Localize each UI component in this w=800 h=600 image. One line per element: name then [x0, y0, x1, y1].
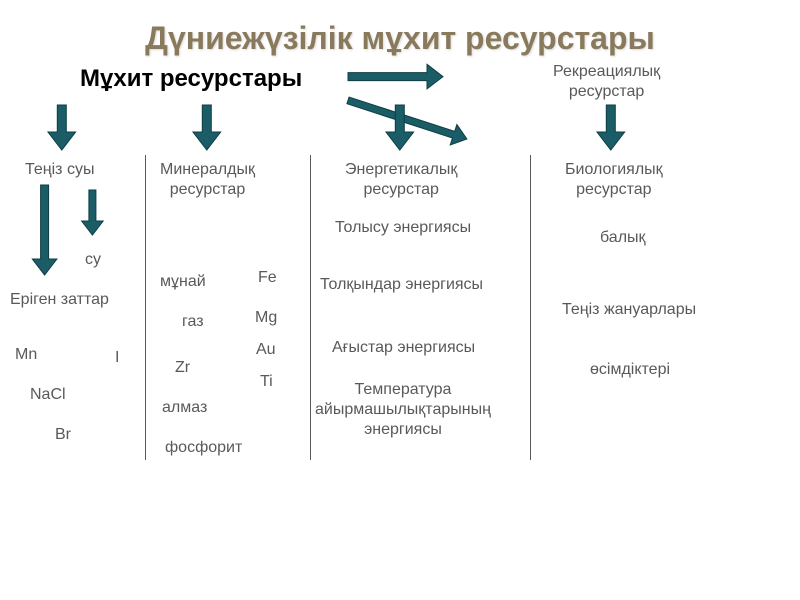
arrow-2	[51, 105, 73, 150]
col-2-item-2: Ағыстар энергиясы	[332, 338, 475, 358]
arrow-5	[600, 105, 622, 150]
col-1-item-2: Zr	[175, 358, 190, 378]
sub-title: Мұхит ресурстары	[80, 65, 302, 93]
divider-1	[310, 155, 311, 460]
col-3-item-2: өсімдіктері	[590, 360, 670, 380]
col-2-item-3: Температураайырмашылықтарыныңэнергиясы	[315, 380, 491, 440]
column-header-2: Энергетикалықресурстар	[345, 160, 457, 200]
col-1-item-5: Fe	[258, 268, 277, 288]
col-0-item-5: Br	[55, 425, 71, 445]
col-1-item-6: Mg	[255, 308, 277, 328]
col-2-item-1: Толқындар энергиясы	[320, 275, 483, 295]
recreation-label: Рекреациялықресурстар	[553, 62, 660, 102]
arrow-7	[84, 190, 101, 235]
main-title: Дүниежүзілік мұхит ресурстары	[0, 20, 800, 57]
arrow-4	[389, 105, 411, 150]
col-1-item-4: фосфорит	[165, 438, 242, 458]
column-header-3: Биологиялықресурстар	[565, 160, 663, 200]
arrow-0	[348, 67, 443, 86]
col-1-item-8: Ti	[260, 372, 273, 392]
col-0-item-1: Еріген заттар	[10, 290, 109, 310]
col-2-item-0: Толысу энергиясы	[335, 218, 471, 238]
arrow-6	[35, 185, 54, 275]
col-1-item-3: алмаз	[162, 398, 207, 418]
arrow-3	[196, 105, 218, 150]
col-3-item-1: Теңіз жануарлары	[562, 300, 696, 320]
col-1-item-7: Au	[256, 340, 276, 360]
col-1-item-0: мұнай	[160, 272, 206, 292]
col-0-item-0: су	[85, 250, 101, 270]
column-header-0: Теңіз суы	[25, 160, 94, 180]
col-3-item-0: балық	[600, 228, 646, 248]
col-1-item-1: газ	[182, 312, 204, 332]
col-0-item-3: I	[115, 348, 119, 368]
col-0-item-4: NaCl	[30, 385, 66, 405]
divider-0	[145, 155, 146, 460]
col-0-item-2: Mn	[15, 345, 37, 365]
divider-2	[530, 155, 531, 460]
column-header-1: Минералдықресурстар	[160, 160, 255, 200]
